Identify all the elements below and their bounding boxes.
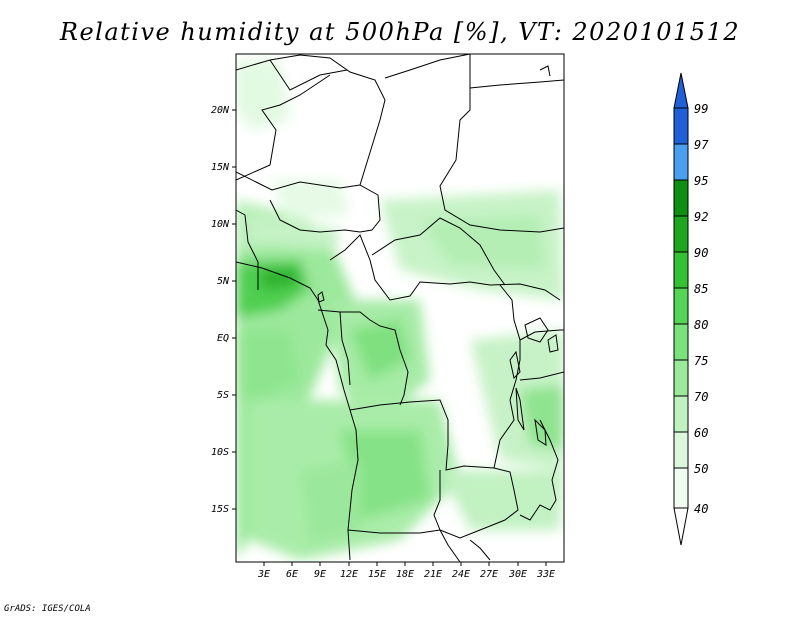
colorbar-label: 40 <box>694 502 708 516</box>
colorbar-box <box>673 287 689 325</box>
colorbar-box <box>673 395 689 433</box>
lon-label: 30E <box>508 569 527 580</box>
colorbar-box <box>673 143 689 181</box>
lon-axis: 3E 6E 9E 12E 15E 18E 21E 24E 27E 30E 33E <box>257 562 555 580</box>
lon-label: 12E <box>340 569 358 580</box>
lat-label: 15N <box>211 162 230 173</box>
colorbar-box <box>673 179 689 217</box>
colorbar-label: 95 <box>694 174 708 188</box>
map-frame <box>235 53 565 563</box>
colorbar-label: 97 <box>694 138 709 152</box>
lat-label: 15S <box>211 504 229 515</box>
lat-axis: 20N 15N 10N 5N EQ 5S 10S 15S <box>211 105 236 515</box>
colorbar: 99 97 95 92 90 85 80 75 70 60 50 40 <box>673 72 709 546</box>
colorbar-box <box>673 323 689 361</box>
lon-label: 21E <box>424 569 442 580</box>
lakes <box>317 291 559 446</box>
colorbar-label: 60 <box>694 426 708 440</box>
colorbar-box <box>673 431 689 469</box>
plot-title: Relative humidity at 500hPa [%], VT: 202… <box>59 18 741 46</box>
colorbar-label: 75 <box>694 354 708 368</box>
colorbar-box <box>673 467 689 509</box>
colorbar-label: 80 <box>694 318 708 332</box>
colorbar-box <box>673 107 689 145</box>
borders <box>236 54 564 562</box>
humidity-field <box>236 54 564 562</box>
colorbar-label: 90 <box>694 246 708 260</box>
grads-credit: GrADS: IGES/COLA <box>4 604 91 614</box>
lon-label: 18E <box>396 569 414 580</box>
colorbar-label: 92 <box>694 210 708 224</box>
colorbar-top-arrow <box>673 72 689 109</box>
colorbar-label: 99 <box>694 102 708 116</box>
lat-label: EQ <box>217 333 229 344</box>
colorbar-box <box>673 215 689 253</box>
lon-label: 33E <box>536 569 555 580</box>
colorbar-box <box>673 251 689 289</box>
colorbar-label: 85 <box>694 282 708 296</box>
colorbar-box <box>673 359 689 397</box>
colorbar-label: 70 <box>694 390 708 404</box>
lon-label: 6E <box>286 569 298 580</box>
lat-label: 10N <box>211 219 230 230</box>
lat-label: 5N <box>217 276 230 287</box>
lat-label: 5S <box>217 390 229 401</box>
lon-label: 27E <box>480 569 498 580</box>
colorbar-label: 50 <box>694 462 708 476</box>
lon-label: 15E <box>368 569 386 580</box>
lat-label: 10S <box>211 447 229 458</box>
lon-label: 24E <box>452 569 470 580</box>
lon-label: 3E <box>257 569 270 580</box>
lat-label: 20N <box>211 105 230 116</box>
lon-label: 9E <box>314 569 326 580</box>
colorbar-bottom-arrow <box>673 507 689 546</box>
